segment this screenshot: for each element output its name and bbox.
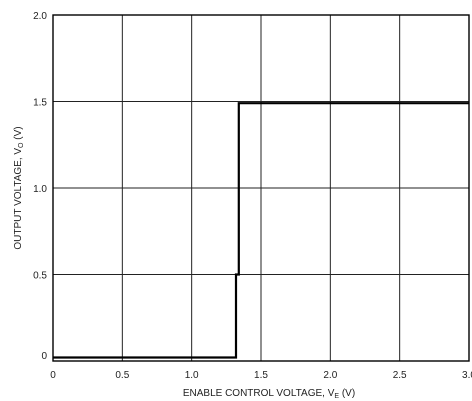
y-tick-label-3: 1.5 <box>33 98 47 109</box>
x-tick-label-5: 2.5 <box>393 370 407 381</box>
x-axis-title-unit: (V) <box>339 388 355 399</box>
x-tick-label-2: 1.0 <box>185 370 199 381</box>
y-axis-title-main: OUTPUT VOLTAGE, V <box>13 148 24 250</box>
x-axis-title: ENABLE CONTROL VOLTAGE, VE (V) <box>183 388 355 400</box>
series-layer <box>53 102 469 359</box>
x-tick-label-4: 2.0 <box>323 370 337 381</box>
grid <box>53 15 469 361</box>
series-line-0 <box>53 102 469 359</box>
x-axis-title-main: ENABLE CONTROL VOLTAGE, V <box>183 388 335 399</box>
x-axis-title-sub: E <box>334 393 339 400</box>
y-tick-label-0: 0 <box>41 351 47 362</box>
y-tick-label-1: 0.5 <box>33 271 47 282</box>
y-tick-labels: 0 0.5 1.0 1.5 2.0 <box>33 11 47 362</box>
plot-frame <box>52 14 470 362</box>
y-axis-title-sub: O <box>18 142 25 148</box>
x-tick-label-0: 0 <box>50 370 56 381</box>
y-tick-label-2: 1.0 <box>33 184 47 195</box>
x-tick-label-3: 1.5 <box>254 370 268 381</box>
x-tick-label-1: 0.5 <box>115 370 129 381</box>
x-tick-labels: 0 0.5 1.0 1.5 2.0 2.5 3.0 <box>50 370 472 381</box>
y-axis-title-unit: (V) <box>13 126 24 142</box>
y-tick-label-4: 2.0 <box>33 11 47 22</box>
x-tick-label-6: 3.0 <box>462 370 472 381</box>
y-axis-title: OUTPUT VOLTAGE, VO (V) <box>13 126 25 249</box>
